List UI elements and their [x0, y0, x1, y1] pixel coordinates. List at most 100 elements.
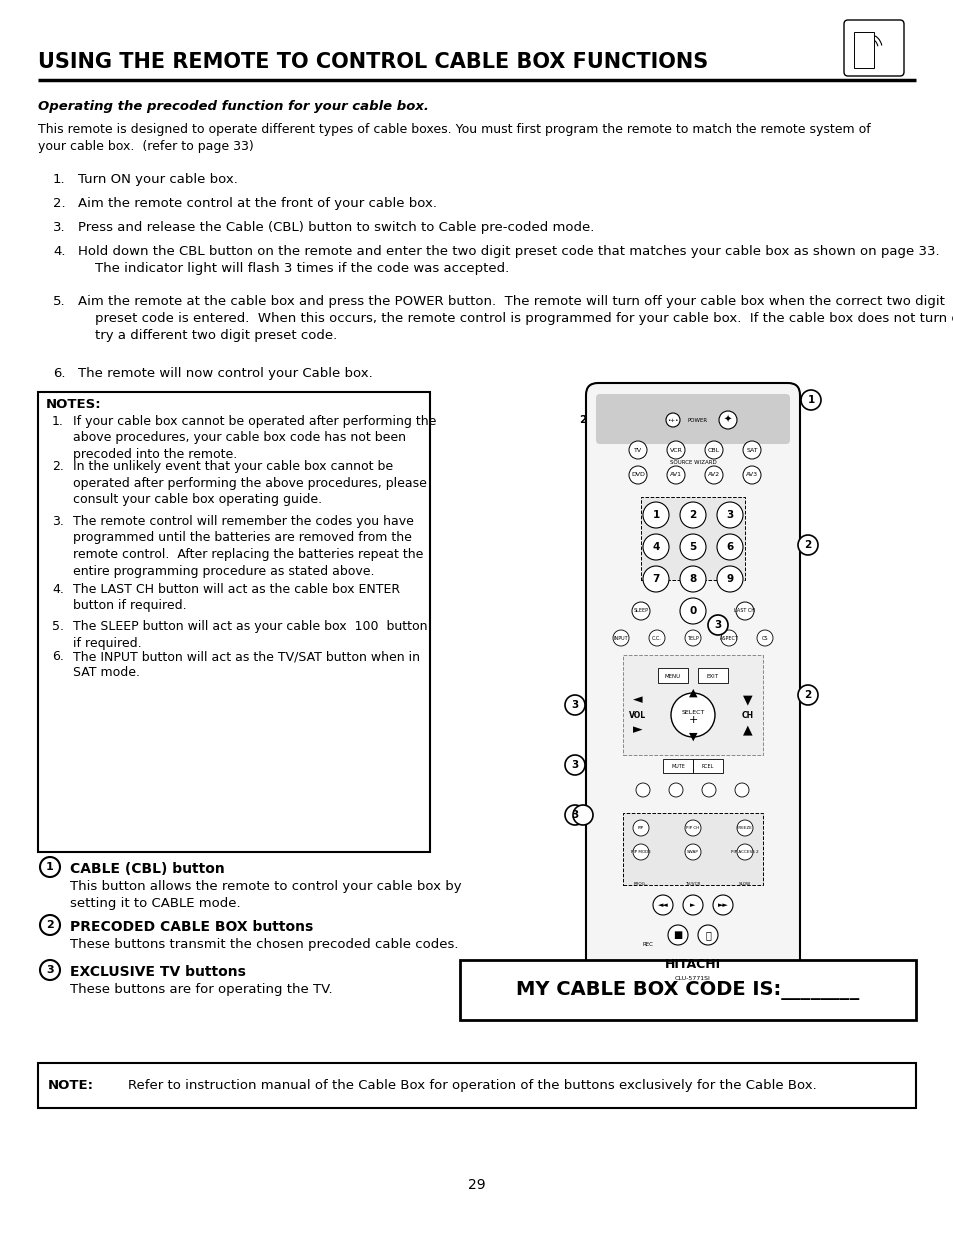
Text: EXCLUSIVE TV buttons: EXCLUSIVE TV buttons [70, 965, 246, 979]
Text: These buttons transmit the chosen precoded cable codes.: These buttons transmit the chosen precod… [70, 939, 458, 951]
Text: The SLEEP button will act as your cable box  100  button
if required.: The SLEEP button will act as your cable … [73, 620, 427, 650]
Text: INPUT: INPUT [613, 636, 628, 641]
Circle shape [679, 534, 705, 559]
Text: SWAP: SWAP [686, 850, 699, 853]
Text: ◄: ◄ [633, 694, 642, 706]
Text: Operating the precoded function for your cable box.: Operating the precoded function for your… [38, 100, 429, 112]
Text: 7: 7 [652, 574, 659, 584]
Text: DVD: DVD [630, 473, 644, 478]
Circle shape [704, 466, 722, 484]
Text: This remote is designed to operate different types of cable boxes. You must firs: This remote is designed to operate diffe… [38, 124, 870, 153]
Text: PIP: PIP [638, 826, 643, 830]
Text: CS: CS [760, 636, 767, 641]
Text: FREEZE: FREEZE [737, 826, 752, 830]
Circle shape [797, 685, 817, 705]
FancyBboxPatch shape [585, 383, 800, 972]
Text: 4.: 4. [52, 583, 64, 597]
Circle shape [717, 534, 742, 559]
Circle shape [734, 783, 748, 797]
Text: 5.: 5. [52, 620, 64, 634]
FancyBboxPatch shape [596, 394, 789, 445]
Text: USING THE REMOTE TO CONTROL CABLE BOX FUNCTIONS: USING THE REMOTE TO CONTROL CABLE BOX FU… [38, 52, 707, 72]
Text: AV3: AV3 [745, 473, 758, 478]
Text: The INPUT button will act as the TV/SAT button when in
SAT mode.: The INPUT button will act as the TV/SAT … [73, 650, 419, 679]
Text: Hold down the CBL button on the remote and enter the two digit preset code that : Hold down the CBL button on the remote a… [78, 245, 939, 275]
Circle shape [573, 805, 593, 825]
Text: C.C.: C.C. [652, 636, 661, 641]
Text: ⏸: ⏸ [704, 930, 710, 940]
Bar [853, 32, 873, 68]
Text: PRECODED CABLE BOX buttons: PRECODED CABLE BOX buttons [70, 920, 313, 934]
Text: 6.: 6. [52, 650, 64, 663]
Text: VCR: VCR [669, 447, 681, 452]
Circle shape [648, 630, 664, 646]
Text: 8: 8 [689, 574, 696, 584]
Text: 4: 4 [652, 542, 659, 552]
Bar [38, 1063, 915, 1108]
Text: 9: 9 [725, 574, 733, 584]
Text: 2: 2 [689, 510, 696, 520]
Text: ASPECT: ASPECT [719, 636, 738, 641]
Text: 1: 1 [46, 862, 53, 872]
Circle shape [719, 411, 737, 429]
Text: 1.: 1. [52, 415, 64, 429]
Bar [622, 655, 762, 755]
Text: ▼: ▼ [742, 694, 752, 706]
Text: ►: ► [633, 724, 642, 736]
Text: TV: TV [634, 447, 641, 452]
Text: TELP: TELP [686, 636, 699, 641]
Text: CABLE (CBL) button: CABLE (CBL) button [70, 862, 225, 876]
Text: 3: 3 [571, 700, 578, 710]
Text: LAST CH: LAST CH [734, 609, 755, 614]
Circle shape [665, 412, 679, 427]
Circle shape [564, 805, 584, 825]
Circle shape [679, 566, 705, 592]
Text: 29: 29 [468, 1178, 485, 1192]
Text: SOURCE WIZARD: SOURCE WIZARD [669, 459, 716, 464]
Text: 1: 1 [652, 510, 659, 520]
Text: REC: REC [642, 942, 653, 947]
Bar [692, 760, 722, 773]
Circle shape [717, 501, 742, 529]
Text: Aim the remote at the cable box and press the POWER button.  The remote will tur: Aim the remote at the cable box and pres… [78, 295, 953, 342]
Text: Press and release the Cable (CBL) button to switch to Cable pre-coded mode.: Press and release the Cable (CBL) button… [78, 221, 594, 233]
Circle shape [701, 783, 716, 797]
Text: AV2: AV2 [707, 473, 720, 478]
Text: 2: 2 [46, 920, 53, 930]
Text: 5: 5 [689, 542, 696, 552]
Text: The remote will now control your Cable box.: The remote will now control your Cable b… [78, 367, 373, 380]
Text: 3: 3 [725, 510, 733, 520]
Circle shape [642, 534, 668, 559]
Circle shape [712, 895, 732, 915]
Text: MY CABLE BOX CODE IS:________: MY CABLE BOX CODE IS:________ [516, 981, 859, 999]
Text: 6.: 6. [53, 367, 66, 380]
Text: NOTES:: NOTES: [46, 398, 102, 411]
Text: SLEEP: SLEEP [633, 609, 648, 614]
Text: EXIT: EXIT [706, 673, 719, 678]
Circle shape [742, 466, 760, 484]
Circle shape [797, 535, 817, 555]
Text: RCEL: RCEL [701, 763, 714, 768]
Text: +: + [688, 715, 697, 725]
Text: 2: 2 [803, 540, 811, 550]
Text: SELECT: SELECT [680, 709, 704, 715]
Text: Aim the remote control at the front of your cable box.: Aim the remote control at the front of y… [78, 198, 436, 210]
Text: NOTE:: NOTE: [48, 1079, 94, 1092]
Text: This button allows the remote to control your cable box by
setting it to CABLE m: This button allows the remote to control… [70, 881, 461, 910]
Circle shape [40, 857, 60, 877]
Circle shape [628, 466, 646, 484]
Text: 6: 6 [725, 542, 733, 552]
Bar [459, 960, 915, 1020]
Text: CBL: CBL [707, 447, 720, 452]
Circle shape [564, 755, 584, 776]
Text: 3: 3 [46, 965, 53, 974]
Text: ◄◄: ◄◄ [657, 902, 668, 908]
Text: VOL: VOL [629, 710, 646, 720]
Text: 0: 0 [689, 606, 696, 616]
Circle shape [682, 895, 702, 915]
Circle shape [737, 844, 752, 860]
Text: TV/VCR: TV/VCR [684, 882, 700, 885]
Text: 1: 1 [806, 395, 814, 405]
Circle shape [564, 695, 584, 715]
Text: 4.: 4. [53, 245, 66, 258]
